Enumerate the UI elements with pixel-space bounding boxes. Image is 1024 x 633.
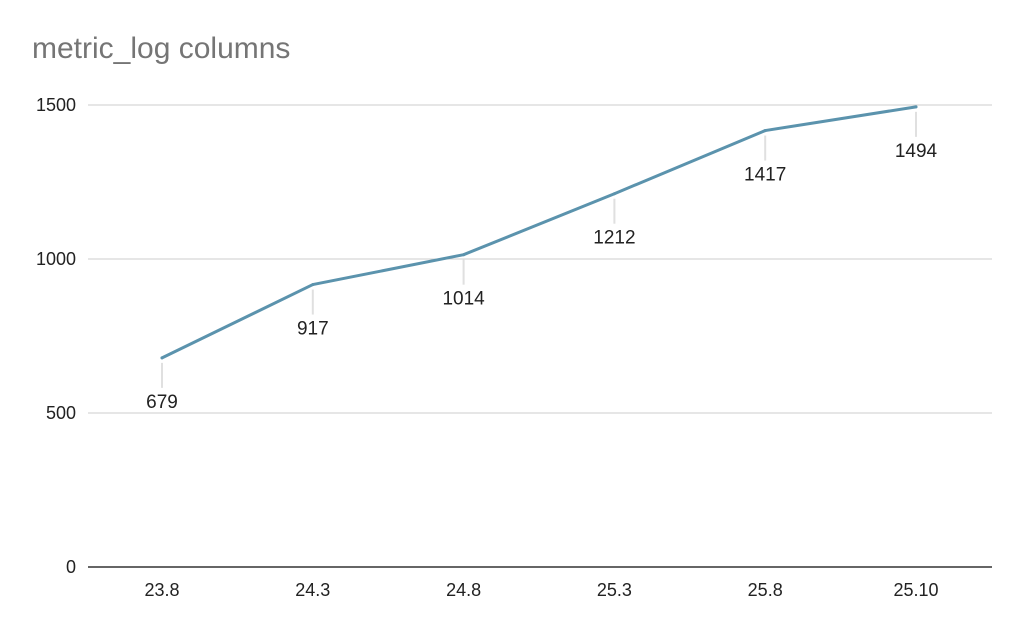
data-label-3: 1212 — [593, 228, 635, 249]
x-axis-tick-labels: 23.8 24.3 24.8 25.3 25.8 25.10 — [144, 580, 938, 600]
x-tick-label-25-10: 25.10 — [893, 580, 938, 600]
y-axis-tick-labels: 0 500 1000 1500 — [36, 95, 76, 577]
data-label-4: 1417 — [744, 165, 786, 186]
data-labels: 679 917 1014 1212 1417 1494 — [146, 141, 937, 413]
y-tick-label-500: 500 — [46, 403, 76, 423]
y-tick-label-1000: 1000 — [36, 249, 76, 269]
data-label-5: 1494 — [895, 141, 938, 162]
x-tick-label-24-8: 24.8 — [446, 580, 481, 600]
data-label-2: 1014 — [442, 289, 485, 310]
gridlines — [88, 104, 992, 568]
series-lines — [160, 105, 918, 360]
x-tick-label-23-8: 23.8 — [144, 580, 179, 600]
series-line-0 — [160, 105, 918, 360]
x-tick-label-25-3: 25.3 — [597, 580, 632, 600]
y-tick-label-1500: 1500 — [36, 95, 76, 115]
point-markers — [160, 105, 918, 388]
x-tick-label-25-8: 25.8 — [748, 580, 783, 600]
data-label-0: 679 — [146, 392, 178, 413]
x-tick-label-24-3: 24.3 — [295, 580, 330, 600]
y-tick-label-0: 0 — [66, 557, 76, 577]
data-label-1: 917 — [297, 319, 329, 340]
chart-title: metric_log columns — [32, 32, 291, 65]
